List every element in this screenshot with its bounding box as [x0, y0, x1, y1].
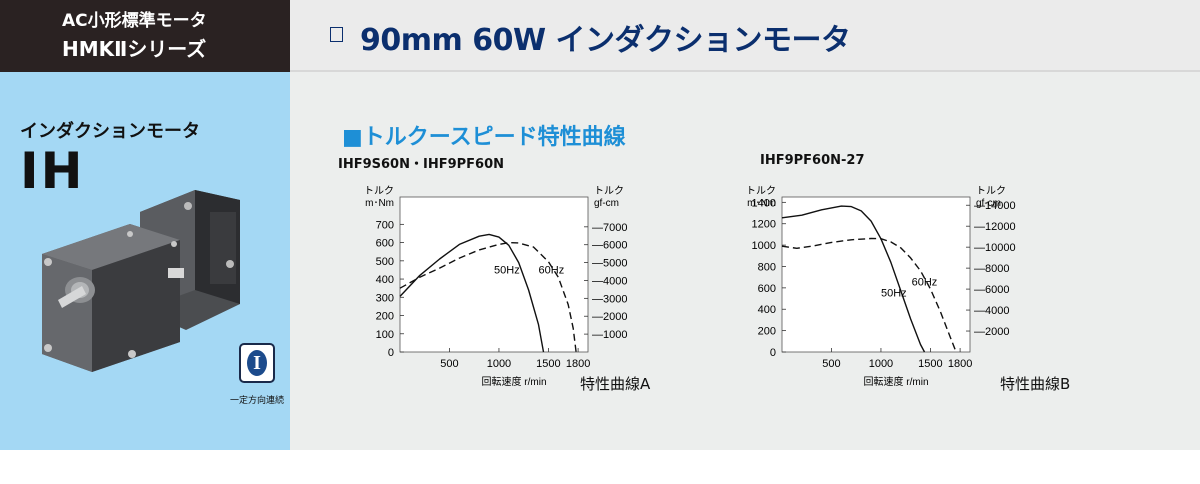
series-name-label: 50Hz: [881, 287, 907, 299]
y-right-tick-label: —8000: [974, 263, 1009, 275]
x-tick-label: 500: [440, 358, 458, 370]
y-right-tick-label: —7000: [592, 222, 627, 234]
plot-frame: [781, 196, 971, 353]
y-left-label-line2: m･Nm: [365, 198, 394, 209]
y-right-label-line1: トルク: [976, 185, 1006, 197]
y-left-tick-label: 200: [376, 311, 394, 323]
y-left-tick-label: 400: [376, 274, 394, 286]
series-line-60Hz: [781, 237, 957, 353]
y-left-tick-label: 200: [758, 326, 776, 338]
y-left-tick-label: 1400: [752, 197, 776, 209]
y-right-tick-label: —10000: [974, 242, 1016, 254]
y-left-tick-label: 0: [770, 347, 776, 359]
y-right-tick-label: —1000: [592, 329, 627, 341]
x-tick-label: 1800: [566, 358, 590, 370]
y-left-tick-label: 800: [758, 261, 776, 273]
y-left-tick-label: 100: [376, 329, 394, 341]
y-left-tick-label: 600: [376, 238, 394, 250]
y-left-label-line1: トルク: [364, 185, 394, 197]
series-line-50Hz: [781, 205, 926, 353]
y-left-tick-label: 0: [388, 347, 394, 359]
series-name-label: 60Hz: [539, 265, 565, 277]
chart-b-model: IHF9PF60N-27: [760, 153, 865, 168]
x-tick-label: 1500: [918, 358, 942, 370]
y-right-tick-label: —14000: [974, 200, 1016, 212]
icon-caption: 一定方向連続: [230, 396, 285, 406]
y-left-tick-label: 500: [376, 256, 394, 268]
series-header: AC小形標準モータ HMKⅡシリーズ: [0, 0, 290, 72]
y-right-tick-label: —4000: [592, 275, 627, 287]
y-right-tick-label: —6000: [974, 284, 1009, 296]
section-title: ■トルクースピード特性曲線: [342, 125, 626, 150]
motor-image: [42, 190, 240, 372]
series-line-50Hz: [399, 233, 545, 353]
motor-body-drawing: [42, 190, 240, 372]
y-right-tick-label: —4000: [974, 305, 1009, 317]
y-right-label-line2: gf-cm: [976, 198, 1001, 209]
square-frame-icon: [330, 27, 343, 42]
y-right-tick-label: —6000: [592, 240, 627, 252]
y-right-tick-label: —2000: [592, 311, 627, 323]
y-left-tick-label: 700: [376, 219, 394, 231]
x-tick-label: 1800: [948, 358, 972, 370]
product-type-label: インダクションモータ: [20, 121, 200, 142]
product-panel: インダクションモータ IH I: [0, 72, 290, 450]
continuous-operation-icon: I: [239, 343, 275, 383]
chart-a-caption: 特性曲線A: [580, 375, 651, 393]
chart-a: トルクm･Nmトルクgf-cm0100200300400500600700—10…: [364, 185, 627, 388]
y-right-label-line2: gf-cm: [594, 198, 619, 209]
y-left-tick-label: 600: [758, 283, 776, 295]
y-right-tick-label: —5000: [592, 258, 627, 270]
y-left-tick-label: 1000: [752, 240, 776, 252]
y-right-label-line1: トルク: [594, 185, 624, 197]
x-axis-label: 回転速度 r/min: [864, 375, 929, 388]
y-right-tick-label: —3000: [592, 293, 627, 305]
series-name-line1: AC小形標準モータ: [62, 11, 207, 31]
page-title: 90mm 60W インダクションモータ: [360, 23, 851, 58]
series-line-60Hz: [399, 241, 577, 353]
icon-letter: I: [247, 350, 267, 376]
y-left-tick-label: 300: [376, 292, 394, 304]
y-right-tick-label: —2000: [974, 326, 1009, 338]
y-left-tick-label: 1200: [752, 219, 776, 231]
series-name-label: 50Hz: [494, 265, 520, 277]
title-bar: 90mm 60W インダクションモータ: [290, 0, 1200, 72]
x-tick-label: 1000: [869, 358, 893, 370]
chart-a-model: IHF9S60N・IHF9PF60N: [338, 157, 504, 172]
y-right-tick-label: —12000: [974, 221, 1016, 233]
x-tick-label: 1000: [487, 358, 511, 370]
y-left-label-line1: トルク: [746, 185, 776, 197]
y-left-tick-label: 400: [758, 304, 776, 316]
y-left-label-line2: m･Nm: [747, 198, 776, 209]
product-code: IH: [20, 142, 85, 200]
chart-b-caption: 特性曲線B: [1000, 375, 1071, 393]
x-tick-label: 500: [822, 358, 840, 370]
series-name-line2: HMKⅡシリーズ: [62, 37, 207, 61]
chart-b: トルクm･Nmトルクgf-cm0200400600800100012001400…: [746, 185, 1016, 388]
x-tick-label: 1500: [536, 358, 560, 370]
series-name-label: 60Hz: [912, 277, 938, 289]
content-panel: ■トルクースピード特性曲線 IHF9S60N・IHF9PF60N IHF9PF6…: [290, 72, 1200, 450]
x-axis-label: 回転速度 r/min: [482, 375, 547, 388]
